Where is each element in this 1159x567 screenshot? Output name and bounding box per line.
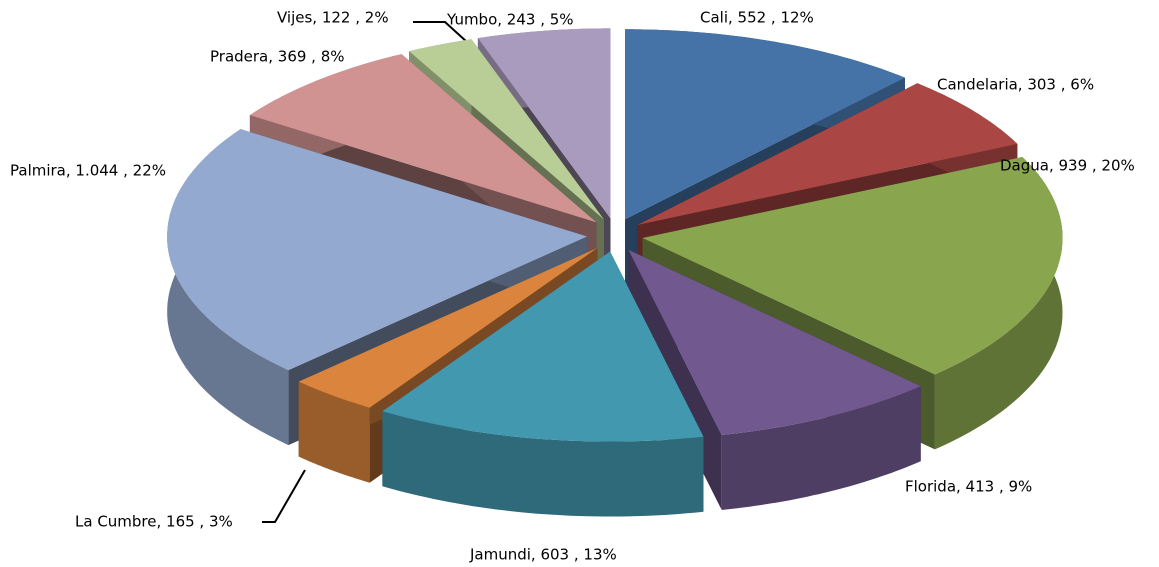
slice — [477, 28, 611, 219]
slice — [625, 29, 905, 220]
data-label: Dagua, 939 , 20% — [1000, 157, 1135, 175]
data-label: Candelaria, 303 , 6% — [937, 76, 1094, 94]
slice-side — [721, 386, 921, 510]
slice — [628, 249, 921, 511]
data-label: Palmira, 1.044 , 22% — [10, 162, 166, 180]
data-label: Vijes, 122 , 2% — [277, 9, 389, 27]
data-label: Florida, 413 , 9% — [905, 478, 1032, 496]
slice — [249, 54, 597, 223]
leader-line — [262, 469, 306, 523]
data-label: La Cumbre, 165 , 3% — [75, 513, 233, 531]
slice — [628, 249, 921, 435]
slice-side — [298, 381, 370, 483]
data-label: Jamundi, 603 , 13% — [469, 546, 617, 564]
slice — [382, 251, 704, 517]
slice — [167, 129, 588, 371]
slice — [637, 83, 1018, 225]
slice — [642, 157, 1063, 375]
data-label: Yumbo, 243 , 5% — [446, 11, 574, 29]
slice — [382, 251, 704, 442]
data-label: Pradera, 369 , 8% — [210, 48, 345, 66]
data-label: Cali, 552 , 12% — [700, 9, 814, 27]
slice — [409, 39, 604, 220]
slice — [298, 248, 598, 408]
slice-side — [382, 411, 704, 517]
